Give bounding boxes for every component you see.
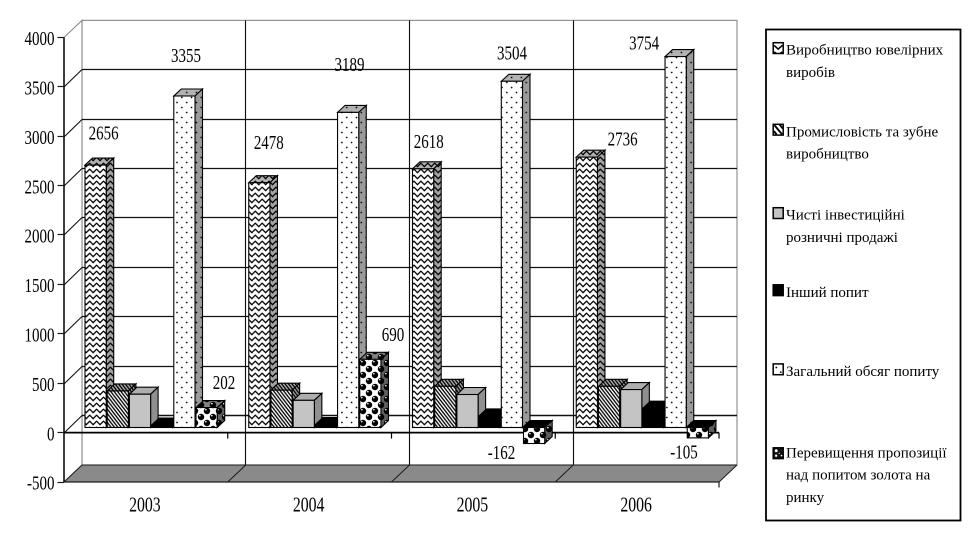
svg-text:2003: 2003 bbox=[129, 493, 161, 517]
svg-text:Загальний обсяг попиту: Загальний обсяг попиту bbox=[786, 364, 940, 380]
svg-text:2478: 2478 bbox=[254, 131, 284, 154]
svg-text:202: 202 bbox=[213, 371, 235, 394]
svg-text:2000: 2000 bbox=[25, 225, 55, 248]
svg-text:3754: 3754 bbox=[629, 31, 659, 54]
svg-text:2618: 2618 bbox=[414, 130, 444, 153]
svg-text:-162: -162 bbox=[488, 441, 515, 464]
svg-text:2500: 2500 bbox=[25, 175, 55, 198]
svg-text:4000: 4000 bbox=[25, 27, 55, 50]
svg-text:розничні продажі: розничні продажі bbox=[786, 230, 898, 246]
svg-text:Чисті інвестиційні: Чисті інвестиційні bbox=[786, 208, 905, 224]
svg-text:Перевищення пропозиції: Перевищення пропозиції bbox=[786, 445, 947, 461]
svg-text:3500: 3500 bbox=[25, 76, 55, 99]
svg-text:Промисловість та зубне: Промисловість та зубне bbox=[786, 124, 938, 140]
svg-text:2656: 2656 bbox=[89, 121, 119, 144]
svg-text:0: 0 bbox=[47, 422, 55, 445]
svg-text:ринку: ринку bbox=[786, 490, 825, 506]
svg-text:-500: -500 bbox=[27, 472, 55, 495]
svg-text:1500: 1500 bbox=[25, 274, 55, 297]
svg-text:3355: 3355 bbox=[171, 44, 201, 67]
svg-text:-105: -105 bbox=[670, 440, 698, 463]
svg-text:над попитом золота на: над попитом золота на bbox=[786, 468, 931, 484]
svg-text:1000: 1000 bbox=[25, 323, 55, 346]
svg-text:690: 690 bbox=[382, 323, 405, 346]
svg-text:виробництво: виробництво bbox=[786, 147, 869, 163]
svg-text:2006: 2006 bbox=[620, 493, 652, 517]
svg-text:Виробництво ювелірних: Виробництво ювелірних bbox=[786, 43, 944, 59]
svg-text:3504: 3504 bbox=[497, 41, 527, 64]
svg-text:3189: 3189 bbox=[335, 53, 365, 76]
svg-text:Інший попит: Інший попит bbox=[786, 285, 869, 301]
svg-text:виробів: виробів bbox=[786, 65, 835, 81]
svg-text:2005: 2005 bbox=[457, 493, 489, 517]
svg-text:500: 500 bbox=[32, 373, 55, 396]
svg-text:2736: 2736 bbox=[608, 127, 638, 150]
svg-text:3000: 3000 bbox=[25, 126, 55, 149]
svg-text:2004: 2004 bbox=[293, 493, 325, 517]
